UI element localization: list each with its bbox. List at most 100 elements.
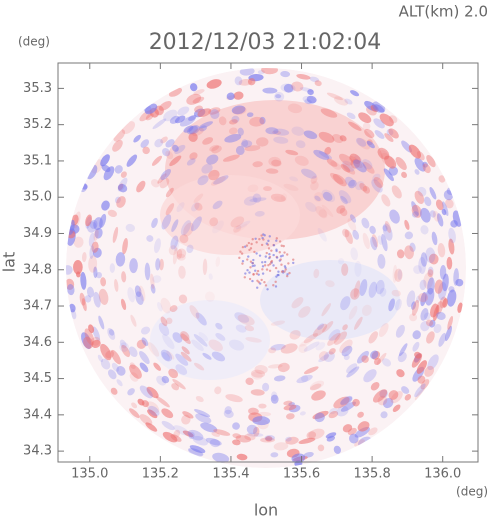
- texture-patch: [211, 176, 226, 186]
- texture-patch: [273, 136, 289, 144]
- texture-patch: [330, 172, 344, 185]
- texture-patch: [388, 390, 399, 400]
- y-tick-label: 34.4: [23, 407, 52, 422]
- texture-patch: [417, 186, 427, 197]
- x-tick-label: 135.2: [142, 467, 179, 482]
- texture-patch: [438, 175, 446, 183]
- texture-patch: [296, 374, 313, 384]
- texture-patch: [107, 369, 117, 380]
- texture-patch: [397, 269, 403, 281]
- texture-patch: [246, 112, 254, 118]
- texture-dot: [249, 260, 253, 263]
- texture-dot: [267, 239, 270, 243]
- texture-patch: [291, 297, 304, 309]
- texture-patch: [328, 410, 339, 419]
- texture-dot: [285, 274, 289, 278]
- texture-patch: [457, 302, 463, 313]
- texture-patch: [107, 327, 116, 340]
- texture-patch: [362, 232, 370, 250]
- texture-patch: [289, 176, 299, 182]
- texture-patch: [145, 113, 154, 121]
- texture-patch: [161, 420, 175, 431]
- texture-patch: [325, 280, 335, 288]
- texture-patch: [361, 304, 372, 316]
- texture-patch: [100, 154, 110, 167]
- texture-dot: [249, 247, 253, 250]
- texture-patch: [263, 186, 272, 191]
- texture-patch: [214, 386, 222, 395]
- texture-patch: [377, 253, 386, 269]
- texture-dot: [240, 252, 244, 255]
- texture-patch: [411, 201, 419, 216]
- texture-patch: [404, 219, 410, 230]
- texture-patch: [195, 395, 204, 403]
- texture-patch: [176, 253, 186, 261]
- texture-patch: [213, 429, 231, 436]
- texture-patch: [229, 339, 245, 351]
- texture-patch: [188, 115, 197, 121]
- texture-patch: [303, 130, 318, 139]
- x-tick-label: 136.0: [424, 467, 461, 482]
- texture-patch: [190, 216, 202, 232]
- texture-dot: [278, 240, 282, 243]
- texture-dot: [248, 277, 252, 281]
- texture-dot: [241, 245, 245, 249]
- texture-patch: [210, 109, 220, 119]
- texture-patch: [294, 155, 309, 166]
- texture-patch: [397, 352, 407, 363]
- texture-patch: [377, 235, 383, 246]
- texture-patch: [115, 252, 126, 267]
- texture-patch: [165, 139, 175, 148]
- texture-patch: [114, 165, 123, 174]
- texture-patch: [378, 322, 389, 337]
- texture-patch: [349, 153, 361, 165]
- texture-patch: [133, 134, 141, 143]
- texture-patch: [160, 349, 173, 362]
- texture-patch: [267, 364, 283, 369]
- texture-patch: [424, 365, 435, 377]
- texture-patch: [401, 171, 407, 179]
- texture-patch: [315, 342, 326, 351]
- texture-patch: [303, 451, 314, 458]
- texture-patch: [155, 396, 170, 408]
- texture-patch: [73, 236, 84, 248]
- texture-patch: [251, 371, 263, 380]
- texture-patch: [121, 271, 127, 283]
- texture-patch: [232, 433, 242, 439]
- texture-dot: [258, 237, 261, 241]
- texture-patch: [168, 245, 178, 256]
- texture-patch: [386, 128, 394, 136]
- texture-patch: [189, 83, 198, 92]
- y-tick-label: 35.2: [23, 117, 52, 132]
- texture-patch: [249, 116, 265, 127]
- texture-patch: [151, 217, 158, 229]
- texture-patch: [79, 292, 86, 306]
- texture-patch: [208, 107, 221, 115]
- texture-patch: [338, 190, 352, 204]
- texture-dot: [256, 269, 260, 273]
- texture-patch: [176, 249, 183, 260]
- texture-patch: [139, 350, 150, 365]
- texture-dot: [265, 242, 269, 245]
- texture-patch: [379, 287, 387, 297]
- texture-patch: [100, 277, 107, 287]
- texture-patch: [161, 214, 172, 230]
- texture-patch: [215, 333, 226, 341]
- texture-dot: [274, 280, 277, 284]
- texture-patch: [114, 196, 121, 204]
- texture-patch: [165, 150, 174, 160]
- texture-patch: [291, 81, 304, 92]
- texture-patch: [339, 339, 353, 354]
- texture-patch: [412, 341, 420, 352]
- texture-dot: [255, 252, 258, 255]
- texture-patch: [215, 322, 223, 330]
- texture-patch: [125, 223, 135, 232]
- texture-patch: [259, 116, 266, 125]
- texture-patch: [187, 125, 198, 135]
- radar-field: [66, 68, 466, 468]
- texture-patch: [313, 192, 324, 202]
- texture-patch: [129, 364, 142, 379]
- texture-patch: [418, 292, 428, 303]
- texture-patch: [291, 126, 305, 136]
- texture-patch: [448, 238, 455, 255]
